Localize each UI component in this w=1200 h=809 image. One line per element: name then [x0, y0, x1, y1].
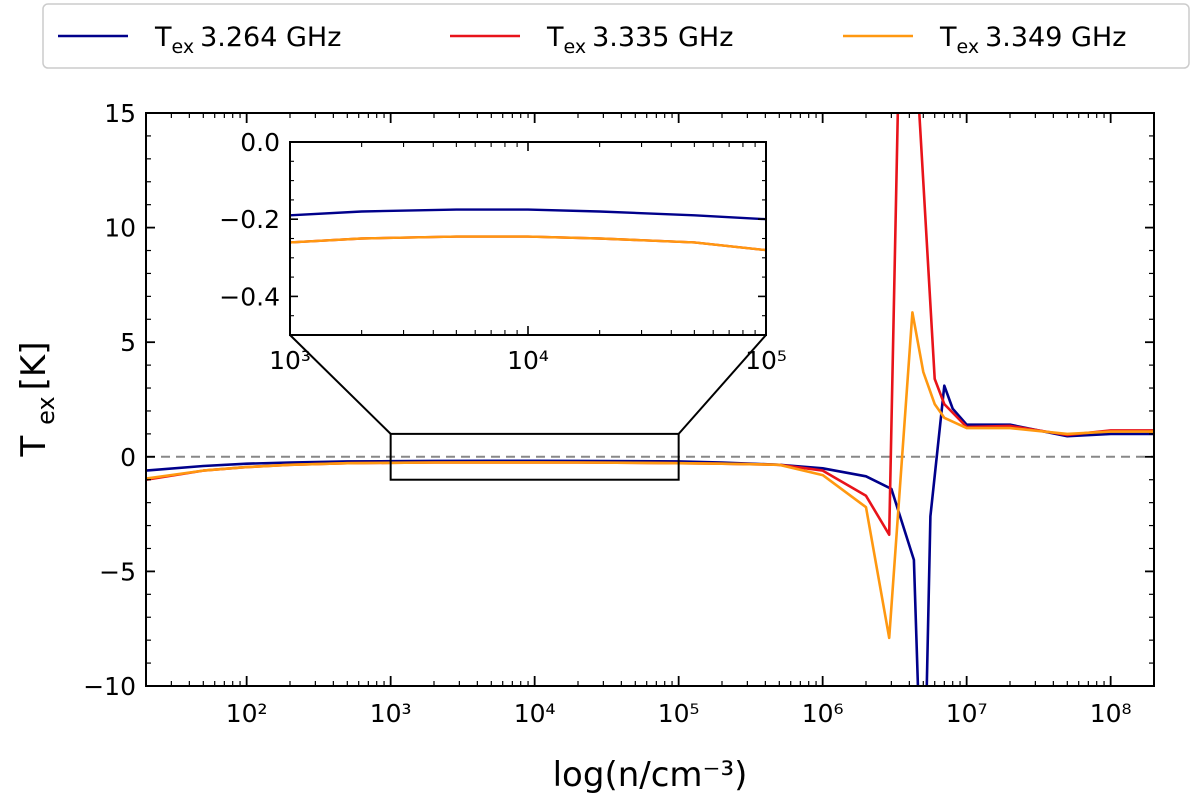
x-axis-title: log(n/cm⁻³)	[553, 755, 748, 795]
x-tick-label: 10³	[370, 699, 412, 728]
y-tick-label: −10	[83, 672, 136, 701]
x-tick-label: 10⁷	[946, 699, 988, 728]
inset-frame	[289, 141, 767, 336]
y-axis-title-text: T	[14, 435, 54, 457]
zoom-connector-left	[289, 334, 392, 435]
y-axis-title-unit: [K]	[14, 342, 54, 391]
x-tick-label: 10²	[226, 699, 268, 728]
legend-entry: Tex 3.349 GHz	[843, 22, 1126, 58]
inset-y-tick-label: 0.0	[240, 128, 280, 157]
x-tick-label: 10⁵	[658, 699, 700, 728]
plot-frame	[145, 112, 1155, 687]
y-tick-label: 15	[104, 99, 136, 128]
legend-frame	[42, 3, 1190, 69]
y-axis-title: T ex [K]	[14, 342, 60, 458]
inset-x-tick-label: 10³	[269, 346, 311, 375]
legend-entry: Tex 3.264 GHz	[58, 22, 341, 58]
inset-series-line-3-264-ghz	[290, 208, 766, 221]
zoom-box	[389, 432, 680, 481]
y-axis-title-subscript: ex	[32, 396, 60, 425]
inset-plot: 0.0 −0.2 −0.4 10³ 10⁴ 10⁵	[219, 128, 787, 375]
y-tick-label: 5	[120, 328, 136, 357]
inset-y-tick-label: −0.4	[219, 282, 280, 311]
inset-series-line-3-349-ghz	[290, 235, 766, 252]
y-tick-label: −5	[99, 557, 136, 586]
x-tick-label: 10⁸	[1090, 699, 1132, 728]
legend: Tex 3.264 GHz Tex 3.335 GHz Tex 3.349 GHz	[42, 3, 1190, 69]
legend-entry: Tex 3.335 GHz	[450, 22, 733, 58]
y-tick-label: 10	[104, 214, 136, 243]
inset-x-tick-label: 10⁴	[507, 346, 549, 375]
series-line-3-349-ghz	[146, 311, 1154, 640]
y-tick-label: 0	[120, 443, 136, 472]
legend-label: Tex 3.264 GHz	[154, 22, 341, 58]
inset-y-tick-label: −0.2	[219, 205, 280, 234]
legend-label: Tex 3.335 GHz	[546, 22, 733, 58]
legend-label: Tex 3.349 GHz	[939, 22, 1126, 58]
inset-x-tick-label: 10⁵	[745, 346, 787, 375]
x-tick-label: 10⁴	[514, 699, 556, 728]
zoom-connector-right	[677, 334, 767, 435]
x-tick-label: 10⁶	[802, 699, 844, 728]
x-axis-title-text: log(n/cm⁻³)	[553, 755, 748, 795]
